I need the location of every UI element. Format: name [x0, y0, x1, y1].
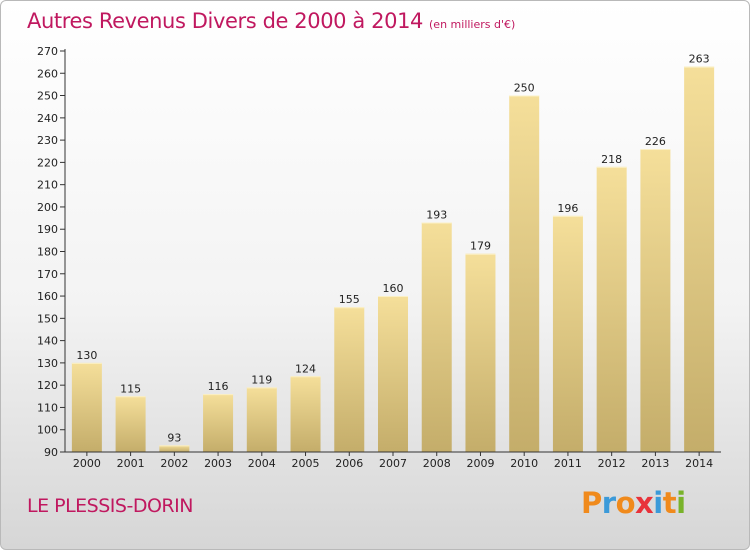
- bar-value-label: 130: [76, 349, 97, 362]
- logo-letter: r: [601, 486, 616, 520]
- bar: [334, 307, 365, 452]
- bar: [115, 396, 146, 452]
- y-tick-label: 270: [37, 45, 58, 58]
- bar-value-label: 250: [514, 82, 535, 95]
- bar: [465, 253, 496, 452]
- bar: [509, 95, 540, 453]
- bar-value-label: 93: [167, 431, 181, 444]
- logo-letter: t: [662, 486, 677, 520]
- y-tick-label: 160: [37, 290, 58, 303]
- bar-value-label: 196: [557, 202, 578, 215]
- y-tick-label: 170: [37, 268, 58, 281]
- chart-title: Autres Revenus Divers de 2000 à 2014 (en …: [27, 9, 515, 33]
- bar: [246, 387, 277, 452]
- x-tick-label: 2008: [423, 457, 451, 470]
- y-tick-label: 190: [37, 223, 58, 236]
- y-tick-label: 210: [37, 179, 58, 192]
- logo-letter: x: [635, 486, 654, 520]
- logo-letter: o: [615, 486, 636, 520]
- bar: [71, 362, 102, 452]
- bar-value-label: 119: [251, 373, 272, 386]
- x-tick-label: 2000: [73, 457, 101, 470]
- y-tick-label: 260: [37, 67, 58, 80]
- x-tick-label: 2014: [685, 457, 713, 470]
- bar: [421, 222, 452, 452]
- x-tick-label: 2011: [554, 457, 582, 470]
- commune-name: LE PLESSIS-DORIN: [27, 495, 193, 517]
- x-tick-label: 2001: [117, 457, 145, 470]
- bar: [378, 296, 408, 452]
- y-tick-label: 200: [37, 201, 58, 214]
- y-tick-label: 230: [37, 134, 58, 147]
- bar: [203, 394, 234, 452]
- bar-value-label: 160: [383, 282, 404, 295]
- proxiti-logo: Proxiti: [581, 486, 686, 520]
- bar-value-label: 155: [339, 293, 360, 306]
- bar: [596, 166, 627, 452]
- x-tick-label: 2003: [204, 457, 232, 470]
- logo-letter: i: [653, 486, 663, 520]
- y-tick-label: 150: [37, 312, 58, 325]
- bar-value-label: 226: [645, 135, 666, 148]
- bar: [684, 66, 715, 452]
- x-tick-label: 2006: [335, 457, 363, 470]
- logo-letter: P: [581, 486, 602, 520]
- x-tick-label: 2010: [510, 457, 538, 470]
- bar-value-label: 179: [470, 240, 491, 253]
- y-tick-label: 120: [37, 379, 58, 392]
- x-tick-label: 2012: [598, 457, 626, 470]
- y-tick-label: 90: [44, 446, 58, 459]
- y-tick-label: 220: [37, 156, 58, 169]
- chart-unit: (en milliers d'€): [429, 18, 516, 31]
- bar-value-label: 115: [120, 382, 141, 395]
- y-tick-label: 100: [37, 424, 58, 437]
- x-tick-label: 2005: [292, 457, 320, 470]
- bar: [159, 445, 190, 452]
- bar-value-label: 218: [601, 153, 622, 166]
- bar-value-label: 193: [426, 209, 447, 222]
- x-tick-label: 2004: [248, 457, 276, 470]
- chart-title-text: Autres Revenus Divers de 2000 à 2014: [27, 9, 424, 33]
- bar-value-label: 263: [689, 53, 710, 66]
- y-tick-label: 240: [37, 112, 58, 125]
- bar-value-label: 124: [295, 362, 316, 375]
- y-tick-label: 250: [37, 90, 58, 103]
- bar: [552, 215, 583, 452]
- bar: [640, 149, 671, 452]
- x-tick-label: 2009: [466, 457, 494, 470]
- bar: [290, 376, 321, 452]
- x-tick-label: 2013: [641, 457, 669, 470]
- y-tick-label: 180: [37, 246, 58, 259]
- x-tick-label: 2007: [379, 457, 407, 470]
- y-tick-label: 140: [37, 335, 58, 348]
- bar-value-label: 116: [208, 380, 229, 393]
- y-tick-label: 130: [37, 357, 58, 370]
- y-tick-label: 110: [37, 401, 58, 414]
- x-tick-label: 2002: [160, 457, 188, 470]
- logo-letter: i: [676, 486, 686, 520]
